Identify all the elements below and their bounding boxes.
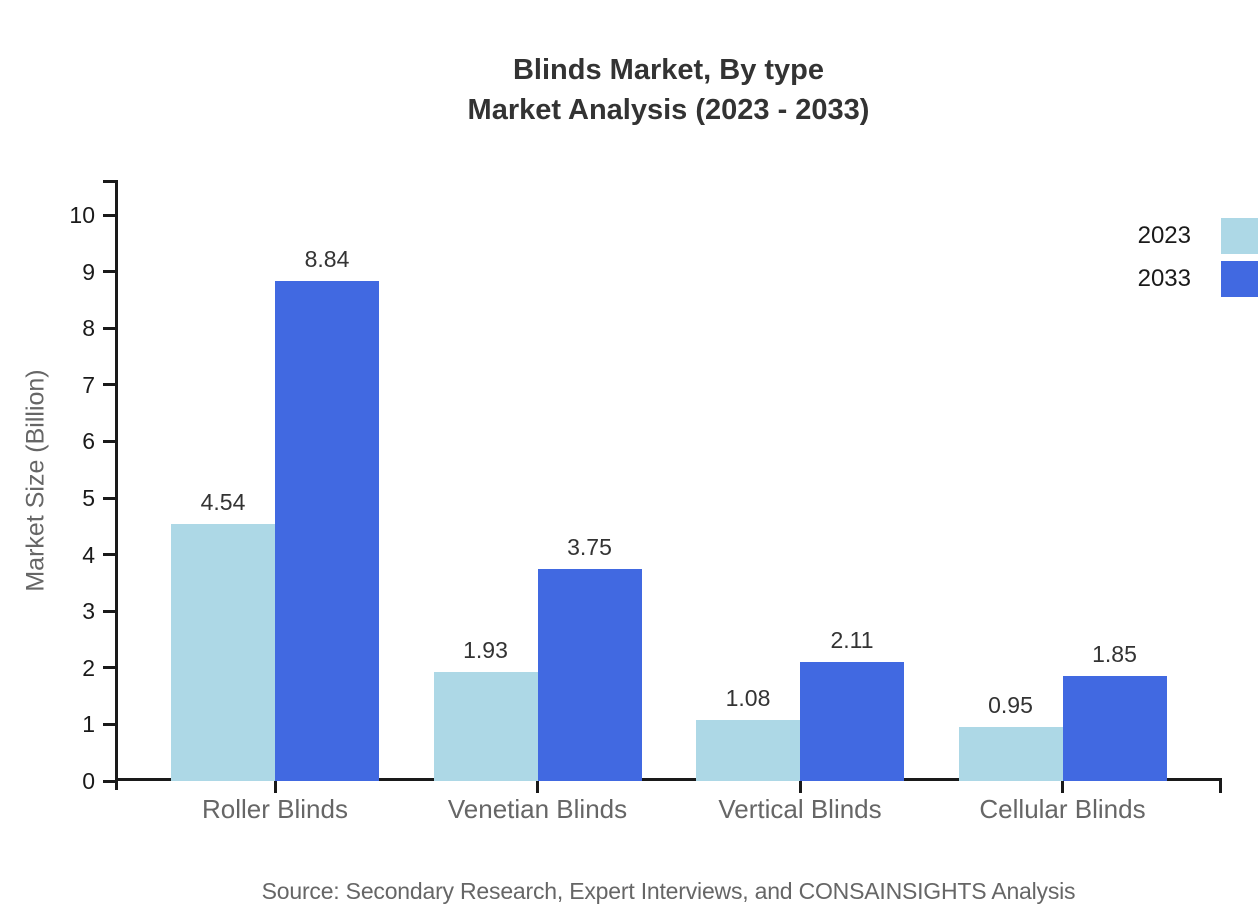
- value-label-2023-cellular-blinds: 0.95: [988, 692, 1033, 719]
- y-axis-top-cap: [103, 180, 118, 183]
- x-tick-venetian-blinds: [536, 781, 539, 793]
- y-tick-5: [103, 496, 115, 500]
- value-label-2023-venetian-blinds: 1.93: [463, 636, 508, 663]
- x-category-label-roller-blinds: Roller Blinds: [202, 794, 348, 824]
- legend-label-2033: 2033: [1137, 265, 1191, 292]
- y-tick-label-5: 5: [82, 485, 95, 511]
- legend-item-2033: 2033: [1138, 261, 1260, 297]
- y-tick-label-2: 2: [82, 654, 95, 681]
- y-tick-label-6: 6: [82, 428, 95, 455]
- bar-2033-roller-blinds: [275, 280, 379, 781]
- value-label-2023-vertical-blinds: 1.08: [725, 684, 771, 711]
- y-tick-3: [103, 609, 115, 613]
- value-label-2033-vertical-blinds: 2.11: [830, 626, 874, 653]
- y-axis-spine: [115, 180, 118, 790]
- plot-area: 0 1 2 3 4 5 6 7 8 9 10 4.54 8.84 Roller Blinds 1.93 3.7…: [69, 180, 1222, 824]
- y-tick-10: [103, 213, 115, 217]
- chart-title-line2: Market Analysis (2023 - 2033): [467, 94, 870, 126]
- value-label-2033-cellular-blinds: 1.85: [1092, 641, 1137, 668]
- y-tick-label-3: 3: [82, 598, 95, 625]
- chart-title-line1: Blinds Market, By type: [512, 54, 825, 86]
- legend-swatch-2033: [1221, 261, 1258, 297]
- x-category-label-vertical-blinds: Vertical Blinds: [718, 794, 882, 824]
- legend-label-2023: 2023: [1137, 222, 1191, 249]
- chart-title: Blinds Market, By type Market Analysis (…: [115, 50, 1222, 130]
- x-axis-end-cap: [1219, 778, 1222, 793]
- legend-item-2023: 2023: [1138, 218, 1260, 254]
- x-category-label-venetian-blinds: Venetian Blinds: [447, 794, 628, 824]
- bar-2033-cellular-blinds: [1062, 676, 1167, 781]
- bar-2023-vertical-blinds: [696, 719, 800, 781]
- bar-2033-venetian-blinds: [537, 568, 642, 781]
- y-tick-label-8: 8: [82, 315, 95, 342]
- bar-2023-roller-blinds: [171, 524, 275, 781]
- source-note: Source: Secondary Research, Expert Inter…: [261, 878, 1076, 904]
- y-tick-label-10: 10: [69, 202, 95, 228]
- value-label-2033-venetian-blinds: 3.75: [567, 533, 612, 560]
- legend: 2023 2033: [1138, 218, 1260, 304]
- y-tick-label-7: 7: [82, 371, 95, 398]
- bar-2023-cellular-blinds: [958, 727, 1063, 781]
- x-axis-spine: [115, 778, 1222, 781]
- x-tick-roller-blinds: [273, 781, 277, 793]
- x-tick-cellular-blinds: [1061, 781, 1064, 793]
- y-tick-8: [103, 326, 115, 330]
- y-tick-4: [103, 553, 115, 557]
- x-tick-vertical-blinds: [798, 781, 802, 793]
- value-label-2033-roller-blinds: 8.84: [304, 245, 350, 272]
- y-tick-label-0: 0: [82, 768, 95, 794]
- x-category-label-cellular-blinds: Cellular Blinds: [979, 794, 1146, 824]
- y-tick-1: [103, 722, 115, 726]
- y-tick-label-4: 4: [82, 541, 95, 568]
- y-tick-6: [103, 439, 115, 443]
- bar-2023-venetian-blinds: [433, 671, 538, 781]
- y-tick-9: [103, 270, 115, 274]
- bar-2033-vertical-blinds: [800, 661, 904, 781]
- value-label-2023-roller-blinds: 4.54: [200, 489, 246, 516]
- y-tick-7: [103, 383, 115, 387]
- y-tick-label-9: 9: [82, 258, 95, 285]
- y-tick-2: [103, 666, 115, 670]
- y-tick-label-1: 1: [82, 711, 95, 738]
- y-tick-0: [103, 779, 115, 783]
- legend-swatch-2023: [1221, 218, 1258, 254]
